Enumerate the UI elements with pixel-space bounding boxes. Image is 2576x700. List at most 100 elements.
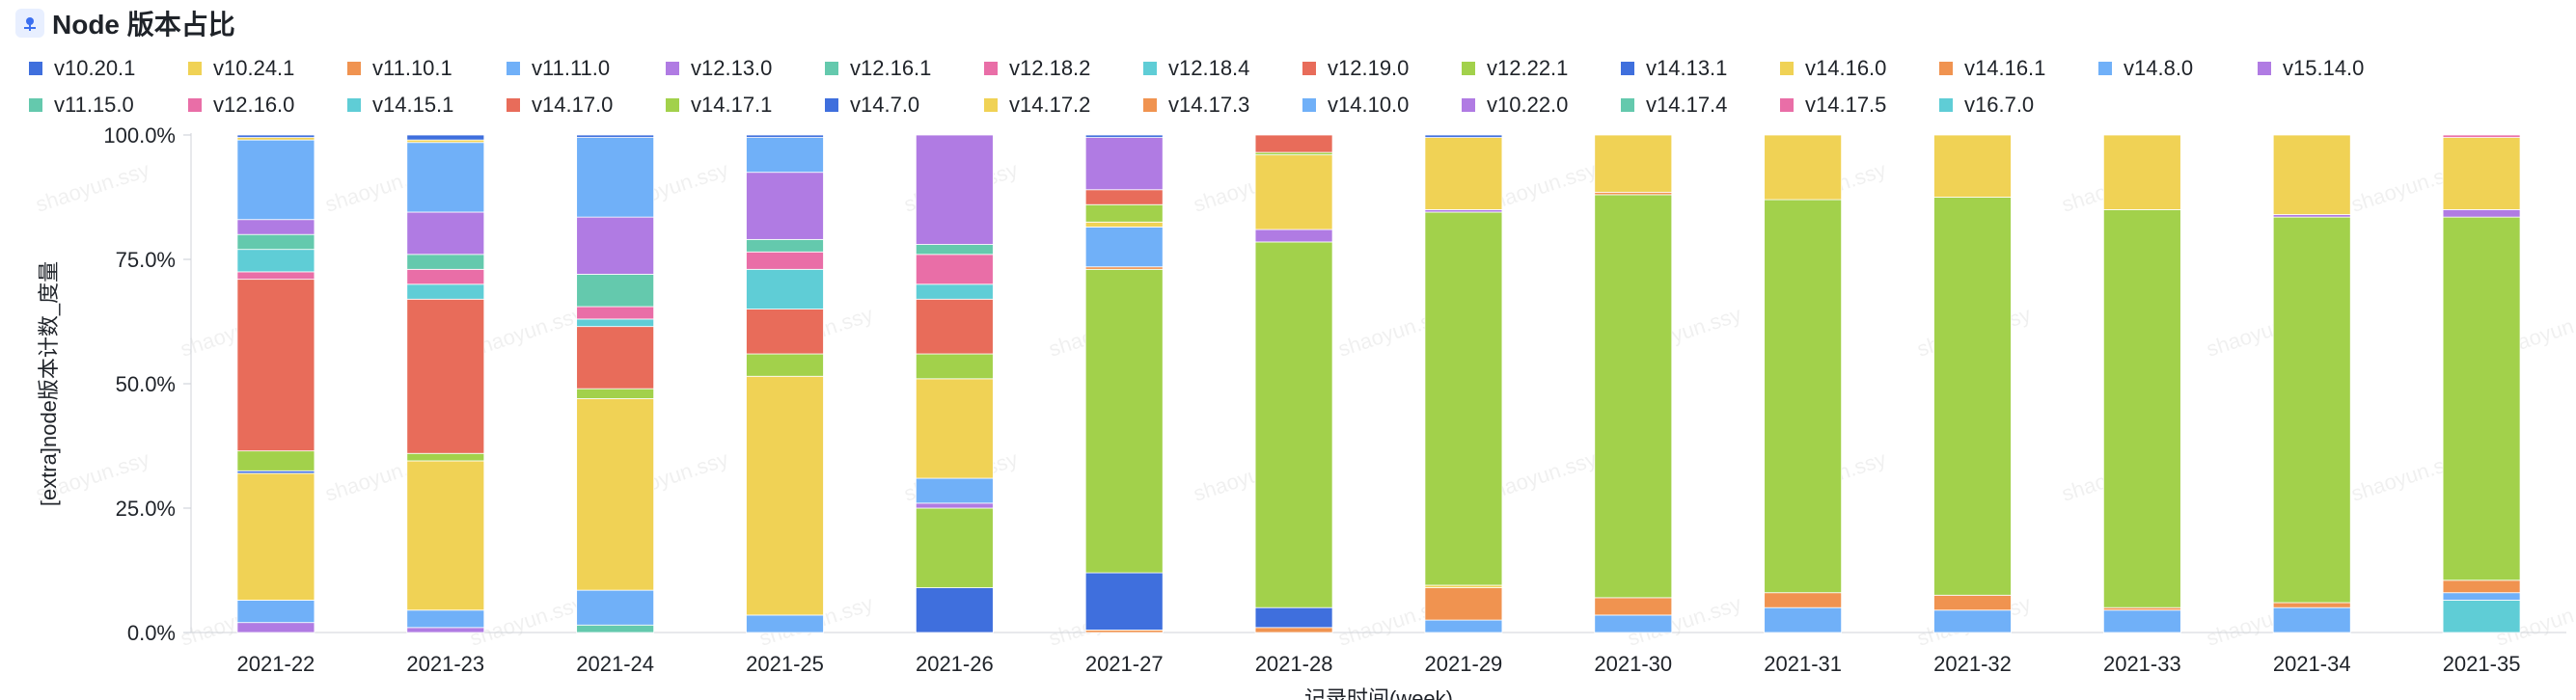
- legend-row: v11.15.0 v12.16.0 v14.15.1 v14.17.0 v14.17.1…: [29, 87, 2566, 123]
- bar-segment: [2272, 216, 2351, 604]
- x-tick-label: 2021-29: [1425, 652, 1503, 676]
- bar-segment: [1424, 134, 1503, 138]
- watermark-text: shaoyun.ssy: [467, 591, 587, 651]
- legend-item[interactable]: v14.10.0: [1302, 93, 1462, 118]
- bar-segment: [236, 249, 315, 273]
- chart-header: Node 版本占比: [15, 4, 235, 42]
- legend-swatch: [1621, 62, 1634, 75]
- bar-segment: [1594, 614, 1673, 633]
- bar-segment: [1084, 134, 1164, 138]
- legend-label: v10.22.0: [1487, 93, 1569, 117]
- legend-item[interactable]: v14.17.0: [507, 93, 666, 118]
- bar-segment: [1254, 134, 1333, 153]
- y-tick-label: 75.0%: [116, 248, 176, 272]
- bar-segment: [1254, 627, 1333, 633]
- bar-segment: [576, 398, 655, 591]
- bar-segment: [1254, 606, 1333, 629]
- bar-segment: [406, 460, 485, 611]
- bar-segment: [2102, 208, 2181, 608]
- legend-label: v11.11.0: [532, 56, 611, 80]
- bar-segment: [915, 298, 994, 355]
- bar-segment: [746, 614, 824, 633]
- bar-segment: [1764, 592, 1843, 608]
- legend-item[interactable]: v12.16.1: [825, 56, 984, 81]
- legend-item[interactable]: v12.18.4: [1143, 56, 1302, 81]
- legend-item[interactable]: v14.13.1: [1621, 56, 1780, 81]
- bar-segment: [236, 271, 315, 281]
- y-tick-label: 100.0%: [103, 123, 176, 148]
- legend-label: v12.16.0: [213, 93, 295, 117]
- y-tick-label: 25.0%: [116, 497, 176, 521]
- watermark-text: shaoyun.ssy: [33, 157, 152, 217]
- legend-item[interactable]: v14.17.2: [984, 93, 1143, 118]
- bar-segment: [2102, 609, 2181, 633]
- legend-item[interactable]: v12.13.0: [666, 56, 825, 81]
- bar-segment: [2442, 137, 2521, 210]
- legend-item[interactable]: v14.16.0: [1780, 56, 1939, 81]
- bar-segment: [746, 375, 824, 616]
- legend-item[interactable]: v10.22.0: [1462, 93, 1621, 118]
- legend-item[interactable]: v14.7.0: [825, 93, 984, 118]
- legend-item[interactable]: v16.7.0: [1939, 93, 2098, 118]
- legend-label: v16.7.0: [1964, 93, 2035, 117]
- legend-label: v14.17.4: [1646, 93, 1728, 117]
- x-tick-label: 2021-34: [2273, 652, 2351, 676]
- legend-swatch: [825, 62, 838, 75]
- legend-item[interactable]: v15.14.0: [2258, 56, 2417, 81]
- legend-label: v14.16.1: [1964, 56, 2046, 80]
- legend-item[interactable]: v12.22.1: [1462, 56, 1621, 81]
- bar-segment: [1594, 134, 1673, 193]
- legend-item[interactable]: v14.17.4: [1621, 93, 1780, 118]
- x-tick-label: 2021-26: [916, 652, 994, 676]
- legend-label: v14.13.1: [1646, 56, 1728, 80]
- legend-label: v14.10.0: [1328, 93, 1410, 117]
- bar-segment: [746, 134, 824, 138]
- bar-segment: [406, 609, 485, 629]
- bar-segment: [2442, 216, 2521, 581]
- bar-segment: [1933, 197, 2012, 596]
- legend-item[interactable]: v11.15.0: [29, 93, 188, 118]
- bar-segment: [1764, 199, 1843, 594]
- bar-segment: [746, 353, 824, 377]
- bar-segment: [406, 283, 485, 300]
- bar-segment: [1594, 597, 1673, 616]
- bar-segment: [236, 139, 315, 221]
- bar-segment: [2102, 134, 2181, 210]
- legend-item[interactable]: v14.16.1: [1939, 56, 2098, 81]
- legend-label: v12.19.0: [1328, 56, 1410, 80]
- bar-segment: [2272, 602, 2351, 608]
- legend-item[interactable]: v14.17.3: [1143, 93, 1302, 118]
- bar-segment: [1933, 594, 2012, 611]
- bar-segment: [1254, 229, 1333, 243]
- bar-segment: [236, 219, 315, 235]
- bar-segment: [576, 388, 655, 399]
- legend-item[interactable]: v10.20.1: [29, 56, 188, 81]
- bar-segment: [576, 589, 655, 626]
- legend-label: v14.17.0: [532, 93, 614, 117]
- legend-swatch: [507, 62, 520, 75]
- legend-item[interactable]: v14.17.1: [666, 93, 825, 118]
- bar-segment: [236, 472, 315, 601]
- legend-item[interactable]: v14.15.1: [347, 93, 507, 118]
- legend-item[interactable]: v12.18.2: [984, 56, 1143, 81]
- legend-item[interactable]: v12.19.0: [1302, 56, 1462, 81]
- legend-item[interactable]: v12.16.0: [188, 93, 347, 118]
- legend-swatch: [29, 62, 42, 75]
- legend-item[interactable]: v11.10.1: [347, 56, 507, 81]
- bar-segment: [576, 274, 655, 308]
- bar-segment: [746, 172, 824, 240]
- bar-segment: [915, 477, 994, 504]
- legend-label: v14.17.5: [1805, 93, 1887, 117]
- legend-swatch: [1143, 98, 1157, 112]
- legend-item[interactable]: v11.11.0: [507, 56, 666, 81]
- bar-segment: [576, 326, 655, 390]
- bar-segment: [915, 353, 994, 380]
- legend-swatch: [1302, 98, 1316, 112]
- legend-swatch: [1780, 98, 1794, 112]
- bar-segment: [2442, 600, 2521, 633]
- chart-type-icon: [15, 9, 44, 38]
- legend-item[interactable]: v14.17.5: [1780, 93, 1939, 118]
- legend-item[interactable]: v10.24.1: [188, 56, 347, 81]
- legend-item[interactable]: v14.8.0: [2098, 56, 2258, 81]
